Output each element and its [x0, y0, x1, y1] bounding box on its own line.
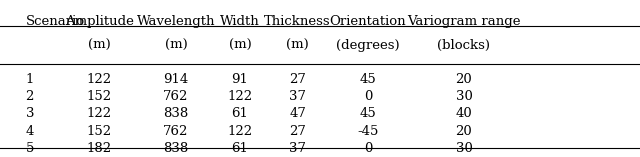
Text: 45: 45 [360, 73, 376, 86]
Text: 914: 914 [163, 73, 189, 86]
Text: 5: 5 [26, 142, 34, 155]
Text: 762: 762 [163, 90, 189, 103]
Text: 30: 30 [456, 142, 472, 155]
Text: 61: 61 [232, 107, 248, 120]
Text: Thickness: Thickness [264, 15, 331, 28]
Text: (m): (m) [164, 39, 188, 52]
Text: Variogram range: Variogram range [407, 15, 521, 28]
Text: 122: 122 [86, 107, 112, 120]
Text: 37: 37 [289, 90, 306, 103]
Text: (m): (m) [88, 39, 111, 52]
Text: -45: -45 [357, 125, 379, 138]
Text: 182: 182 [86, 142, 112, 155]
Text: (m): (m) [228, 39, 252, 52]
Text: 61: 61 [232, 142, 248, 155]
Text: 0: 0 [364, 142, 372, 155]
Text: 2: 2 [26, 90, 34, 103]
Text: (blocks): (blocks) [438, 39, 490, 52]
Text: 0: 0 [364, 90, 372, 103]
Text: 20: 20 [456, 73, 472, 86]
Text: 27: 27 [289, 73, 306, 86]
Text: 91: 91 [232, 73, 248, 86]
Text: Scenario: Scenario [26, 15, 84, 28]
Text: 762: 762 [163, 125, 189, 138]
Text: 37: 37 [289, 142, 306, 155]
Text: 122: 122 [227, 125, 253, 138]
Text: 45: 45 [360, 107, 376, 120]
Text: 838: 838 [163, 107, 189, 120]
Text: 122: 122 [227, 90, 253, 103]
Text: 30: 30 [456, 90, 472, 103]
Text: (degrees): (degrees) [336, 39, 400, 52]
Text: 3: 3 [26, 107, 34, 120]
Text: 122: 122 [86, 73, 112, 86]
Text: (m): (m) [286, 39, 309, 52]
Text: 1: 1 [26, 73, 34, 86]
Text: Wavelength: Wavelength [137, 15, 215, 28]
Text: 4: 4 [26, 125, 34, 138]
Text: 27: 27 [289, 125, 306, 138]
Text: 152: 152 [86, 90, 112, 103]
Text: Orientation: Orientation [330, 15, 406, 28]
Text: 40: 40 [456, 107, 472, 120]
Text: 47: 47 [289, 107, 306, 120]
Text: Amplitude: Amplitude [65, 15, 134, 28]
Text: 20: 20 [456, 125, 472, 138]
Text: 152: 152 [86, 125, 112, 138]
Text: 838: 838 [163, 142, 189, 155]
Text: Width: Width [220, 15, 260, 28]
